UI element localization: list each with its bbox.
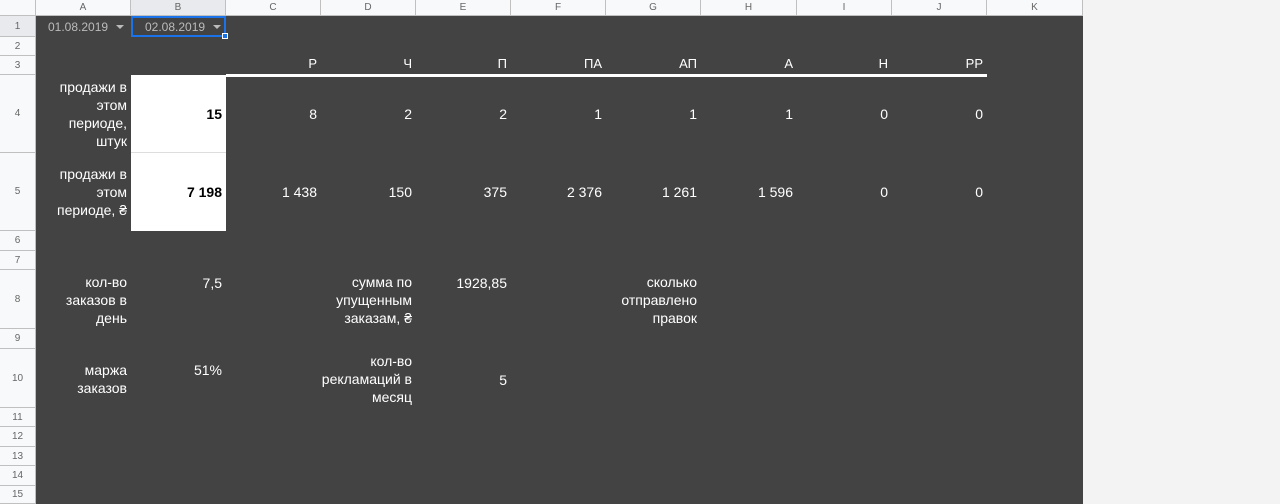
category-header[interactable]: Н (878, 56, 888, 71)
missed-sum-label[interactable]: сумма по упущенным заказам, ₴ (336, 273, 412, 326)
date-from-value: 01.08.2019 (48, 19, 109, 34)
sales-sum-label[interactable]: продажи в этом периоде, ₴ (57, 166, 127, 218)
sales-sum-value[interactable]: 1 438 (281, 184, 317, 200)
column-header-B[interactable]: B (131, 0, 226, 16)
sales-qty-value[interactable]: 2 (499, 106, 507, 122)
sales-qty-label[interactable]: продажи в этом периоде, штук (59, 79, 127, 149)
edits-sent-label[interactable]: сколько отправлено правок (621, 273, 697, 326)
row-header-14[interactable]: 14 (0, 466, 36, 486)
sales-sum-value[interactable]: 0 (975, 184, 983, 200)
category-header[interactable]: Ч (403, 56, 412, 71)
sales-sum-value[interactable]: 1 261 (661, 184, 697, 200)
column-header-H[interactable]: H (701, 0, 797, 16)
column-header-F[interactable]: F (511, 0, 606, 16)
category-header[interactable]: Р (308, 56, 317, 71)
row-header-15[interactable]: 15 (0, 486, 36, 504)
row-header-12[interactable]: 12 (0, 427, 36, 447)
category-header[interactable]: АП (679, 56, 697, 71)
category-header[interactable]: А (784, 56, 793, 71)
row-header-10[interactable]: 10 (0, 349, 36, 408)
column-header-I[interactable]: I (797, 0, 892, 16)
column-header-E[interactable]: E (416, 0, 511, 16)
sales-qty-value[interactable]: 2 (404, 106, 412, 122)
column-header-K[interactable]: K (987, 0, 1083, 16)
sales-qty-value[interactable]: 1 (689, 106, 697, 122)
row-header-13[interactable]: 13 (0, 447, 36, 466)
row-header-8[interactable]: 8 (0, 270, 36, 329)
category-header[interactable]: ПА (583, 56, 602, 71)
complaints-label[interactable]: кол-во рекламаций в месяц (321, 352, 412, 405)
row-header-2[interactable]: 2 (0, 37, 36, 56)
sales-sum-value[interactable]: 150 (388, 184, 412, 200)
sales-sum-value[interactable]: 375 (483, 184, 507, 200)
margin-label[interactable]: маржа заказов (77, 361, 127, 396)
row-header-5[interactable]: 5 (0, 153, 36, 231)
column-header-C[interactable]: C (226, 0, 321, 16)
row-header-1[interactable]: 1 (0, 16, 36, 37)
sales-qty-value[interactable]: 0 (880, 106, 888, 122)
category-header[interactable]: РР (965, 56, 983, 71)
date-to-dropdown[interactable]: 02.08.2019 (131, 16, 226, 37)
row-header-11[interactable]: 11 (0, 408, 36, 427)
sales-qty-total[interactable]: 15 (206, 106, 222, 122)
sales-sum-value[interactable]: 0 (880, 184, 888, 200)
sales-qty-value[interactable]: 1 (594, 106, 602, 122)
select-all-corner[interactable] (0, 0, 36, 16)
sales-sum-total[interactable]: 7 198 (186, 184, 222, 200)
dropdown-arrow-icon (213, 24, 222, 29)
date-from-dropdown[interactable]: 01.08.2019 (36, 16, 131, 37)
sales-qty-value[interactable]: 8 (309, 106, 317, 122)
fill-handle[interactable] (222, 33, 228, 39)
missed-sum-value[interactable]: 1928,85 (456, 275, 507, 291)
row-header-7[interactable]: 7 (0, 251, 36, 270)
row-header-4[interactable]: 4 (0, 75, 36, 153)
margin-value[interactable]: 51% (193, 362, 222, 378)
column-header-G[interactable]: G (606, 0, 701, 16)
sales-qty-value[interactable]: 1 (785, 106, 793, 122)
date-to-value: 02.08.2019 (145, 19, 206, 34)
sales-qty-value[interactable]: 0 (975, 106, 983, 122)
sales-sum-value[interactable]: 1 596 (757, 184, 793, 200)
column-header-J[interactable]: J (892, 0, 987, 16)
category-header[interactable]: П (497, 56, 507, 71)
orders-per-day-label[interactable]: кол-во заказов в день (65, 273, 127, 326)
orders-per-day-value[interactable]: 7,5 (202, 275, 222, 291)
row-header-9[interactable]: 9 (0, 329, 36, 349)
row-header-3[interactable]: 3 (0, 56, 36, 75)
column-header-D[interactable]: D (321, 0, 416, 16)
column-header-A[interactable]: A (36, 0, 131, 16)
dropdown-arrow-icon (116, 24, 125, 29)
divider (131, 152, 226, 153)
complaints-value[interactable]: 5 (499, 372, 507, 388)
row-header-6[interactable]: 6 (0, 231, 36, 251)
sales-sum-value[interactable]: 2 376 (566, 184, 602, 200)
totals-highlight (131, 75, 226, 231)
header-underline (226, 74, 987, 77)
